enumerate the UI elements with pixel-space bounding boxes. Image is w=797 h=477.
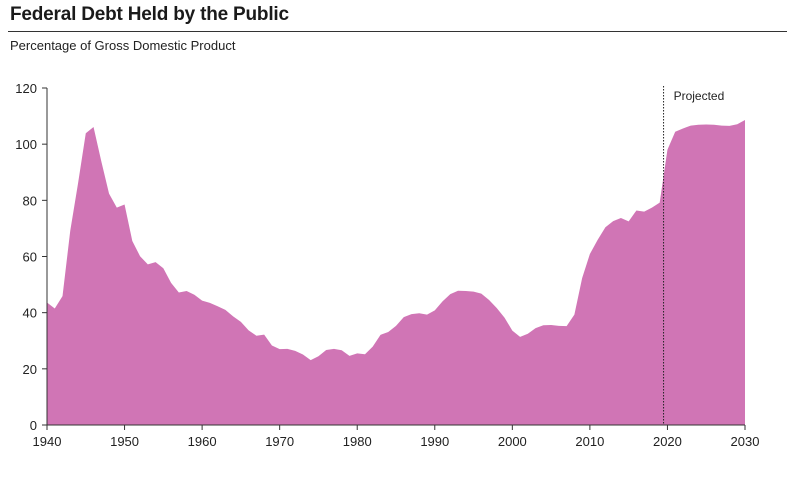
x-tick-label: 2030 bbox=[731, 434, 760, 449]
debt-area bbox=[47, 120, 745, 426]
x-tick-label: 1950 bbox=[110, 434, 139, 449]
x-tick-label: 2020 bbox=[653, 434, 682, 449]
x-tick-label: 1980 bbox=[343, 434, 372, 449]
y-tick-label: 100 bbox=[15, 137, 37, 152]
y-tick-label: 120 bbox=[15, 81, 37, 96]
y-tick-label: 60 bbox=[23, 250, 37, 265]
x-tick-label: 1970 bbox=[265, 434, 294, 449]
x-tick-label: 1960 bbox=[188, 434, 217, 449]
chart-title: Federal Debt Held by the Public bbox=[10, 4, 289, 25]
y-tick-label: 20 bbox=[23, 362, 37, 377]
chart-subtitle: Percentage of Gross Domestic Product bbox=[10, 38, 236, 53]
x-tick-label: 1940 bbox=[33, 434, 62, 449]
projected-label: Projected bbox=[674, 89, 725, 103]
x-tick-label: 1990 bbox=[420, 434, 449, 449]
area-layer bbox=[47, 120, 745, 426]
title-divider bbox=[8, 31, 787, 32]
x-tick-label: 2000 bbox=[498, 434, 527, 449]
y-tick-label: 0 bbox=[30, 418, 37, 433]
annotation-layer: Projected bbox=[663, 86, 725, 425]
x-tick-label: 2010 bbox=[575, 434, 604, 449]
y-tick-label: 80 bbox=[23, 193, 37, 208]
y-tick-label: 40 bbox=[23, 306, 37, 321]
axis-layer: 0 20 40 60 80 100 120 1940 1950 1960 1970 1980 1990 2… bbox=[15, 81, 759, 449]
